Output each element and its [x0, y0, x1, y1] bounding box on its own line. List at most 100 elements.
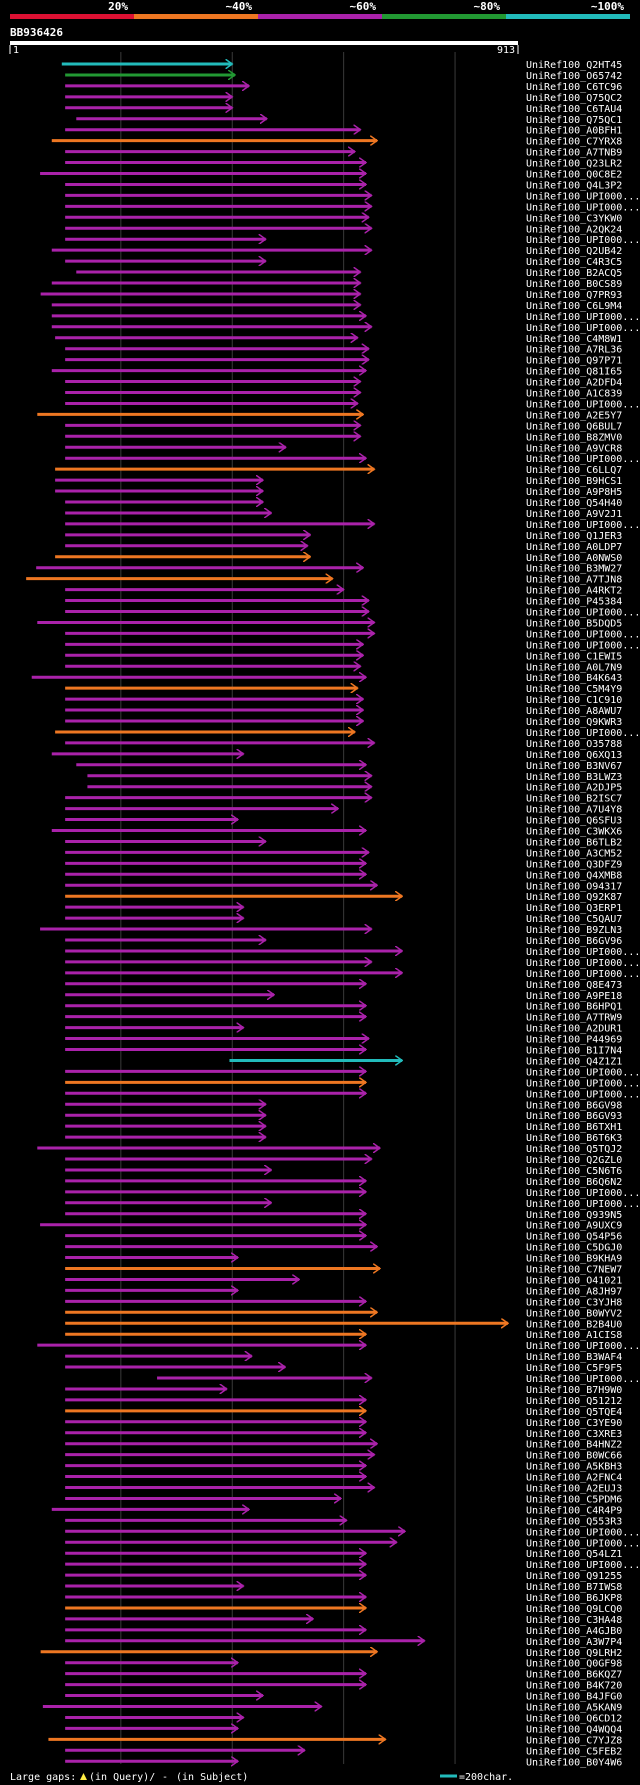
hit-label[interactable]: UniRef100_B5DQD5 — [526, 618, 622, 629]
hit-row[interactable]: UniRef100_UPI000... — [65, 454, 640, 465]
hit-row[interactable]: UniRef100_UPI000... — [65, 1067, 640, 1078]
hit-row[interactable]: UniRef100_Q6BUL7 — [65, 421, 622, 432]
hit-label[interactable]: UniRef100_A4GJB0 — [526, 1626, 622, 1637]
hit-label[interactable]: UniRef100_Q4Z1Z1 — [526, 1056, 622, 1067]
hit-label[interactable]: UniRef100_Q3DFZ9 — [526, 859, 622, 870]
hit-label[interactable]: UniRef100_Q97P71 — [526, 356, 622, 367]
hit-row[interactable]: UniRef100_A2DJP5 — [87, 783, 622, 794]
hit-row[interactable]: UniRef100_B4K643 — [31, 673, 623, 684]
hit-label[interactable]: UniRef100_Q54P56 — [526, 1232, 622, 1243]
hit-row[interactable]: UniRef100_B6Q6N2 — [65, 1177, 622, 1188]
hit-label[interactable]: UniRef100_A2FNC4 — [526, 1473, 622, 1484]
hit-label[interactable]: UniRef100_A9PE18 — [526, 991, 622, 1002]
hit-label[interactable]: UniRef100_A8AWU7 — [526, 706, 622, 717]
hit-label[interactable]: UniRef100_A9UXC9 — [526, 1221, 622, 1232]
hit-label[interactable]: UniRef100_O94317 — [526, 881, 622, 892]
hit-label[interactable]: UniRef100_C5M4Y9 — [526, 684, 622, 695]
hit-label[interactable]: UniRef100_C1EWI5 — [526, 651, 622, 662]
hit-row[interactable]: UniRef100_Q4WQQ4 — [65, 1724, 622, 1735]
hit-row[interactable]: UniRef100_UPI000... — [65, 1538, 640, 1549]
hit-label[interactable]: UniRef100_C1C910 — [526, 695, 622, 706]
hit-label[interactable]: UniRef100_Q9KWR3 — [526, 717, 622, 728]
hit-label[interactable]: UniRef100_Q23LR2 — [526, 159, 622, 170]
hit-label[interactable]: UniRef100_A7TNB9 — [526, 148, 622, 159]
hit-label[interactable]: UniRef100_C6L9M4 — [526, 301, 622, 312]
hit-row[interactable]: UniRef100_UPI000... — [55, 728, 640, 739]
hit-label[interactable]: UniRef100_B0WC66 — [526, 1451, 622, 1462]
hit-row[interactable]: UniRef100_UPI000... — [65, 1089, 640, 1100]
hit-label[interactable]: UniRef100_B8ZMV0 — [526, 432, 622, 443]
hit-label[interactable]: UniRef100_Q81I65 — [526, 367, 622, 378]
hit-row[interactable]: UniRef100_C5M4Y9 — [65, 684, 622, 695]
hit-label[interactable]: UniRef100_B0WYV2 — [526, 1308, 622, 1319]
hit-label[interactable]: UniRef100_A3CM52 — [526, 848, 622, 859]
hit-label[interactable]: UniRef100_Q6XQ13 — [526, 750, 622, 761]
hit-row[interactable]: UniRef100_Q0C8E2 — [40, 170, 622, 181]
hit-row[interactable]: UniRef100_UPI000... — [65, 235, 640, 246]
hit-label[interactable]: UniRef100_A0BFH1 — [526, 126, 622, 137]
hit-row[interactable]: UniRef100_Q2GZL0 — [65, 1155, 622, 1166]
hit-label[interactable]: UniRef100_B2ISC7 — [526, 794, 622, 805]
hit-row[interactable]: UniRef100_B6GV96 — [65, 936, 622, 947]
hit-row[interactable]: UniRef100_A9V2J1 — [65, 509, 622, 520]
hit-row[interactable]: UniRef100_A9VCR8 — [65, 443, 622, 454]
hit-row[interactable]: UniRef100_Q75QC2 — [65, 93, 622, 104]
hit-label[interactable]: UniRef100_UPI000... — [526, 969, 640, 980]
hit-row[interactable]: UniRef100_A0NWS0 — [55, 553, 622, 564]
hit-row[interactable]: UniRef100_Q0GF98 — [65, 1659, 622, 1670]
hit-row[interactable]: UniRef100_A7TRW9 — [65, 1013, 622, 1024]
hit-label[interactable]: UniRef100_C4M8W1 — [526, 334, 622, 345]
hit-label[interactable]: UniRef100_A3W7P4 — [526, 1637, 622, 1648]
hit-label[interactable]: UniRef100_UPI000... — [526, 312, 640, 323]
hit-label[interactable]: UniRef100_C6TAU4 — [526, 104, 622, 115]
hit-row[interactable]: UniRef100_Q3ERP1 — [65, 903, 622, 914]
hit-row[interactable]: UniRef100_Q97P71 — [65, 356, 622, 367]
hit-row[interactable]: UniRef100_Q5TQE4 — [65, 1407, 622, 1418]
hit-row[interactable]: UniRef100_O35788 — [65, 739, 622, 750]
hit-label[interactable]: UniRef100_Q5TQJ2 — [526, 1144, 622, 1155]
hit-label[interactable]: UniRef100_UPI000... — [526, 191, 640, 202]
hit-label[interactable]: UniRef100_P45384 — [526, 597, 622, 608]
hit-row[interactable]: UniRef100_C3YKW0 — [65, 213, 622, 224]
hit-label[interactable]: UniRef100_Q5TQE4 — [526, 1407, 622, 1418]
hit-row[interactable]: UniRef100_C7YRX8 — [51, 137, 623, 148]
hit-row[interactable]: UniRef100_A3CM52 — [65, 848, 622, 859]
hit-row[interactable]: UniRef100_B6T6K3 — [65, 1133, 622, 1144]
hit-row[interactable]: UniRef100_A0LDP7 — [65, 542, 622, 553]
hit-row[interactable]: UniRef100_C5F9F5 — [65, 1363, 622, 1374]
hit-row[interactable]: UniRef100_Q4XMB8 — [65, 870, 622, 881]
hit-label[interactable]: UniRef100_UPI000... — [526, 1560, 640, 1571]
hit-row[interactable]: UniRef100_A8AWU7 — [65, 706, 622, 717]
hit-row[interactable]: UniRef100_UPI000... — [65, 608, 640, 619]
hit-label[interactable]: UniRef100_B7H9W0 — [526, 1385, 622, 1396]
hit-row[interactable]: UniRef100_A2E5Y7 — [37, 410, 622, 421]
hit-label[interactable]: UniRef100_UPI000... — [526, 1089, 640, 1100]
hit-label[interactable]: UniRef100_UPI000... — [526, 1374, 640, 1385]
hit-row[interactable]: UniRef100_B6HPQ1 — [65, 1002, 622, 1013]
hit-row[interactable]: UniRef100_C7YJZ8 — [48, 1735, 622, 1746]
hit-label[interactable]: UniRef100_Q2HT45 — [526, 60, 622, 71]
hit-label[interactable]: UniRef100_B6KQZ7 — [526, 1670, 622, 1681]
hit-row[interactable]: UniRef100_UPI000... — [65, 520, 640, 531]
hit-label[interactable]: UniRef100_B6TLB2 — [526, 837, 622, 848]
hit-label[interactable]: UniRef100_UPI000... — [526, 1341, 640, 1352]
hit-label[interactable]: UniRef100_B4K720 — [526, 1681, 622, 1692]
hit-row[interactable]: UniRef100_UPI000... — [65, 191, 640, 202]
hit-label[interactable]: UniRef100_B7IWS8 — [526, 1582, 622, 1593]
hit-row[interactable]: UniRef100_Q4Z1Z1 — [229, 1056, 622, 1067]
hit-row[interactable]: UniRef100_UPI000... — [65, 640, 640, 651]
hit-label[interactable]: UniRef100_B0Y4W6 — [526, 1757, 622, 1768]
hit-row[interactable]: UniRef100_Q6XQ13 — [51, 750, 623, 761]
hit-label[interactable]: UniRef100_A5KBH3 — [526, 1462, 622, 1473]
hit-row[interactable]: UniRef100_UPI000... — [37, 1341, 640, 1352]
hit-label[interactable]: UniRef100_UPI000... — [526, 1078, 640, 1089]
hit-row[interactable]: UniRef100_Q6CD12 — [65, 1713, 622, 1724]
hit-row[interactable]: UniRef100_UPI000... — [65, 202, 640, 213]
hit-label[interactable]: UniRef100_A4RKT2 — [526, 586, 622, 597]
hit-label[interactable]: UniRef100_B3LWZ3 — [526, 772, 622, 783]
hit-row[interactable]: UniRef100_B2ISC7 — [65, 794, 622, 805]
hit-label[interactable]: UniRef100_B6TXH1 — [526, 1122, 622, 1133]
hit-row[interactable]: UniRef100_B6TLB2 — [65, 837, 622, 848]
hit-label[interactable]: UniRef100_UPI000... — [526, 608, 640, 619]
hit-row[interactable]: UniRef100_A3W7P4 — [65, 1637, 622, 1648]
